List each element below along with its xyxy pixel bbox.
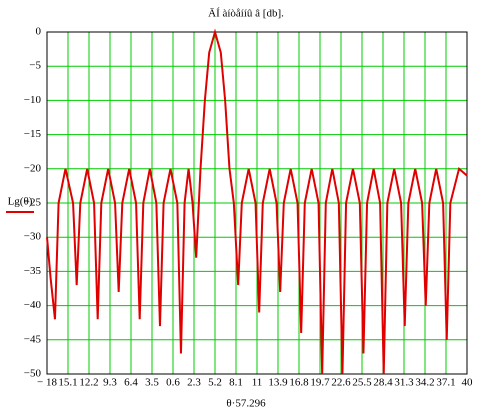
x-tick-label: 16.8: [289, 377, 309, 389]
x-tick-label: 5.2: [208, 377, 222, 389]
x-tick-label: 9.3: [103, 377, 117, 389]
y-tick-label: −35: [24, 265, 42, 277]
x-tick-label: 28.4: [373, 377, 393, 389]
line-series: [46, 28, 468, 375]
x-tick-label: 37.1: [436, 377, 455, 389]
y-tick-label: −30: [24, 231, 42, 243]
y-tick-label: −25: [24, 197, 42, 209]
x-tick-label: 11: [252, 377, 263, 389]
y-tick-label: −10: [24, 94, 42, 106]
x-tick-label: 25.5: [352, 377, 372, 389]
y-tick-label: −40: [24, 299, 42, 311]
x-tick-label: 0.6: [166, 377, 180, 389]
x-tick-label: 13.9: [268, 377, 288, 389]
x-tick-label: 8.1: [229, 377, 243, 389]
x-tick-label: 12.2: [79, 377, 98, 389]
y-tick-label: −45: [24, 333, 42, 345]
x-tick-label: 19.7: [310, 377, 330, 389]
x-tick-label: 15.1: [58, 377, 77, 389]
x-tick-label: 22.6: [331, 377, 351, 389]
y-tick-label: −20: [24, 162, 42, 174]
x-tick-label: 6.4: [124, 377, 138, 389]
legend-label: Lg(θ): [8, 196, 33, 208]
plot-frame: [46, 31, 468, 375]
x-axis-label: θ·57.296: [226, 398, 266, 410]
x-tick-label: 34.2: [415, 377, 434, 389]
y-tick-label: 0: [36, 26, 42, 38]
y-tick-label: −5: [29, 60, 41, 72]
y-tick-label: −15: [24, 128, 42, 140]
y-tick-label: −50: [24, 368, 42, 380]
x-tick-label: 2.3: [187, 377, 201, 389]
x-tick-label: 31.3: [394, 377, 414, 389]
x-tick-label: 40: [462, 377, 474, 389]
x-tick-label: − 18: [37, 377, 57, 389]
x-tick-label: 3.5: [145, 377, 159, 389]
chart-title: ÄÍ àíòåííû â [db].: [208, 8, 284, 20]
